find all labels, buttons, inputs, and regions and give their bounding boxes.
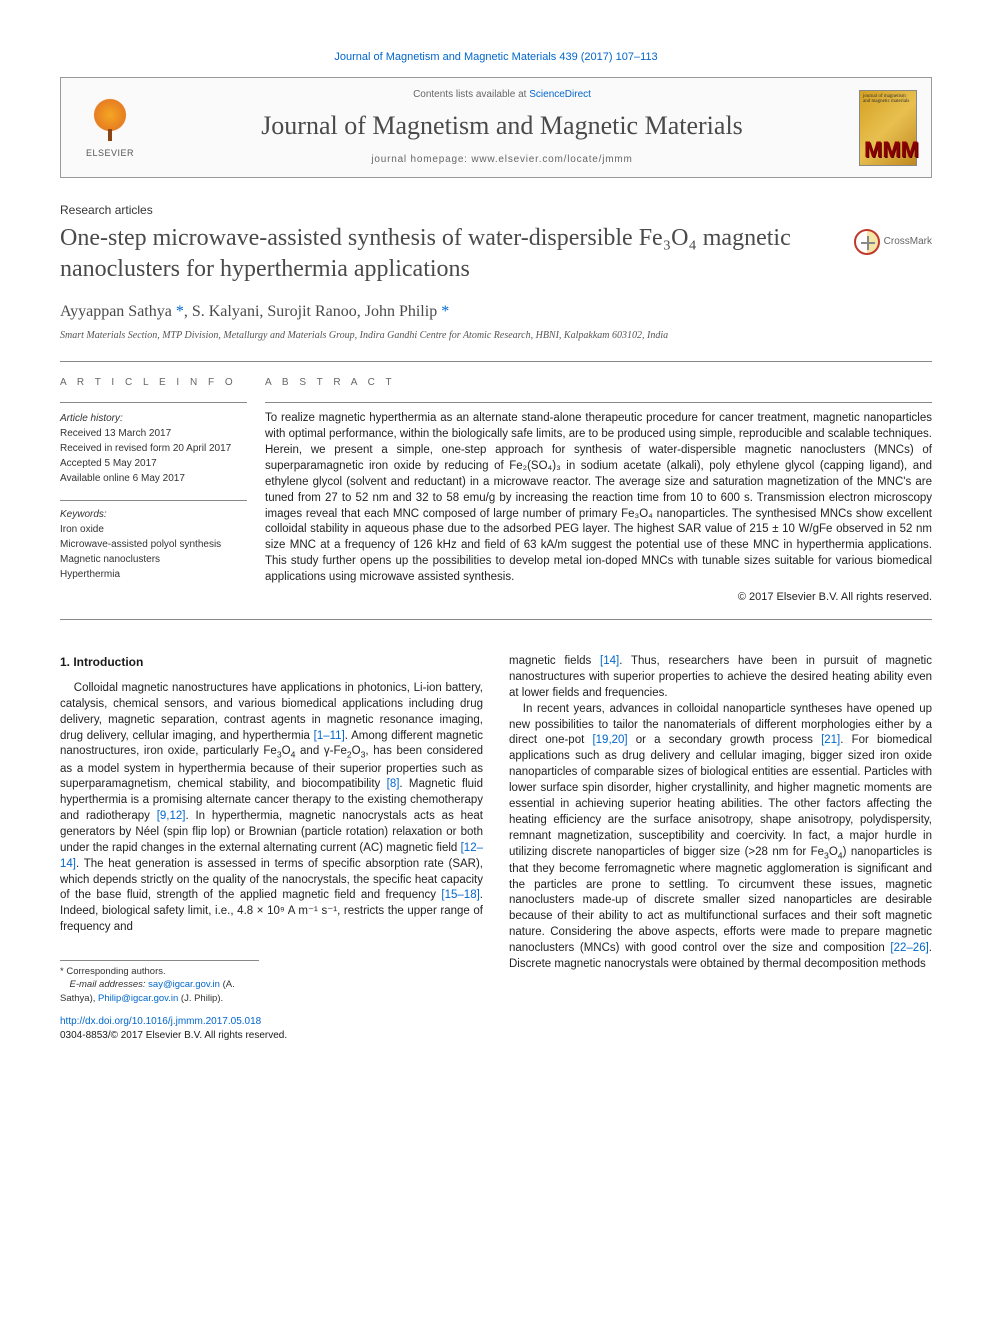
- affiliation: Smart Materials Section, MTP Division, M…: [60, 329, 932, 343]
- doi-link[interactable]: http://dx.doi.org/10.1016/j.jmmm.2017.05…: [60, 1016, 261, 1027]
- cover-text: journal of magnetism and magnetic materi…: [863, 94, 913, 105]
- ref-link[interactable]: [19,20]: [592, 734, 627, 746]
- ref-link[interactable]: [8]: [387, 778, 400, 790]
- body-columns: 1. Introduction Colloidal magnetic nanos…: [60, 654, 932, 1005]
- intro-heading: 1. Introduction: [60, 654, 483, 671]
- authors-text: Ayyappan Sathya *, S. Kalyani, Surojit R…: [60, 303, 449, 320]
- keyword-3: Magnetic nanoclusters: [60, 552, 247, 567]
- history-label: Article history:: [60, 411, 247, 426]
- abstract-column: A B S T R A C T To realize magnetic hype…: [265, 376, 932, 605]
- intro-para-3: In recent years, advances in colloidal n…: [509, 702, 932, 973]
- ref-link[interactable]: [22–26]: [890, 942, 928, 954]
- crossmark-badge[interactable]: CrossMark: [854, 229, 932, 255]
- email-line: E-mail addresses: say@igcar.gov.in (A. S…: [60, 978, 259, 1005]
- author-corr-mark-1[interactable]: *: [176, 303, 184, 320]
- title-row: One-step microwave-assisted synthesis of…: [60, 223, 932, 301]
- article-info-label: A R T I C L E I N F O: [60, 376, 247, 390]
- abstract-copyright: © 2017 Elsevier B.V. All rights reserved…: [265, 590, 932, 605]
- paper-title: One-step microwave-assisted synthesis of…: [60, 223, 834, 285]
- journal-homepage: journal homepage: www.elsevier.com/locat…: [159, 153, 845, 167]
- elsevier-tree-icon: [85, 95, 135, 145]
- ref-link[interactable]: [12–14]: [60, 842, 483, 870]
- ref-link[interactable]: [14]: [600, 655, 619, 667]
- author-corr-mark-2[interactable]: *: [441, 303, 449, 320]
- ref-link[interactable]: [9,12]: [157, 810, 186, 822]
- contents-available-line: Contents lists available at ScienceDirec…: [159, 88, 845, 102]
- page: Journal of Magnetism and Magnetic Materi…: [0, 0, 992, 1083]
- keywords-label: Keywords:: [60, 507, 247, 522]
- header-middle: Contents lists available at ScienceDirec…: [145, 88, 859, 166]
- publisher-name: ELSEVIER: [86, 147, 134, 160]
- ref-link[interactable]: [15–18]: [441, 889, 479, 901]
- history-received: Received 13 March 2017: [60, 426, 247, 441]
- email-link-2[interactable]: Philip@igcar.gov.in: [98, 993, 178, 1004]
- divider-top: [60, 361, 932, 362]
- crossmark-label: CrossMark: [884, 235, 932, 249]
- info-divider-2: [60, 500, 247, 501]
- email-label: E-mail addresses:: [70, 979, 149, 990]
- email-who-2: (J. Philip).: [178, 993, 223, 1004]
- keyword-2: Microwave-assisted polyol synthesis: [60, 537, 247, 552]
- journal-header-box: ELSEVIER Contents lists available at Sci…: [60, 77, 932, 177]
- intro-para-1: Colloidal magnetic nanostructures have a…: [60, 681, 483, 936]
- crossmark-icon: [854, 229, 880, 255]
- footer-bar: http://dx.doi.org/10.1016/j.jmmm.2017.05…: [60, 1015, 932, 1043]
- abstract-label: A B S T R A C T: [265, 376, 932, 390]
- article-info-block: Article history: Received 13 March 2017 …: [60, 411, 247, 582]
- contents-prefix: Contents lists available at: [413, 89, 529, 100]
- abstract-text: To realize magnetic hyperthermia as an a…: [265, 411, 932, 585]
- email-link-1[interactable]: say@igcar.gov.in: [148, 979, 220, 990]
- corresponding-note: * Corresponding authors.: [60, 965, 259, 978]
- sciencedirect-link[interactable]: ScienceDirect: [529, 89, 591, 100]
- publisher-logo: ELSEVIER: [75, 95, 145, 160]
- history-revised: Received in revised form 20 April 2017: [60, 441, 247, 456]
- keyword-4: Hyperthermia: [60, 567, 247, 582]
- ref-link[interactable]: [1–11]: [314, 730, 345, 742]
- keyword-1: Iron oxide: [60, 522, 247, 537]
- ref-link[interactable]: [21]: [821, 734, 840, 746]
- body-col-left: 1. Introduction Colloidal magnetic nanos…: [60, 654, 483, 1005]
- citation-header: Journal of Magnetism and Magnetic Materi…: [60, 50, 932, 65]
- history-accepted: Accepted 5 May 2017: [60, 456, 247, 471]
- body-col-right: magnetic fields [14]. Thus, researchers …: [509, 654, 932, 1005]
- abstract-divider: [265, 402, 932, 403]
- authors-line: Ayyappan Sathya *, S. Kalyani, Surojit R…: [60, 301, 932, 323]
- article-type: Research articles: [60, 202, 932, 219]
- intro-para-2: magnetic fields [14]. Thus, researchers …: [509, 654, 932, 702]
- history-online: Available online 6 May 2017: [60, 471, 247, 486]
- cover-logo: MMM: [864, 141, 919, 159]
- info-divider: [60, 402, 247, 403]
- journal-cover-thumb: journal of magnetism and magnetic materi…: [859, 90, 917, 166]
- article-info-column: A R T I C L E I N F O Article history: R…: [60, 376, 265, 605]
- footnotes: * Corresponding authors. E-mail addresse…: [60, 960, 259, 1005]
- journal-name: Journal of Magnetism and Magnetic Materi…: [159, 108, 845, 144]
- divider-mid: [60, 619, 932, 620]
- info-abstract-row: A R T I C L E I N F O Article history: R…: [60, 376, 932, 605]
- issn-line: 0304-8853/© 2017 Elsevier B.V. All right…: [60, 1029, 932, 1043]
